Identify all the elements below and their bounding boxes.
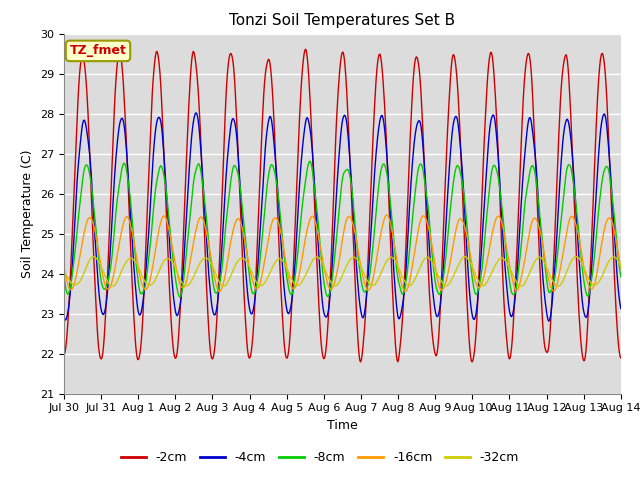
Y-axis label: Soil Temperature (C): Soil Temperature (C) [22,149,35,278]
Legend: -2cm, -4cm, -8cm, -16cm, -32cm: -2cm, -4cm, -8cm, -16cm, -32cm [116,446,524,469]
Title: Tonzi Soil Temperatures Set B: Tonzi Soil Temperatures Set B [229,13,456,28]
X-axis label: Time: Time [327,419,358,432]
Text: TZ_fmet: TZ_fmet [70,44,127,58]
